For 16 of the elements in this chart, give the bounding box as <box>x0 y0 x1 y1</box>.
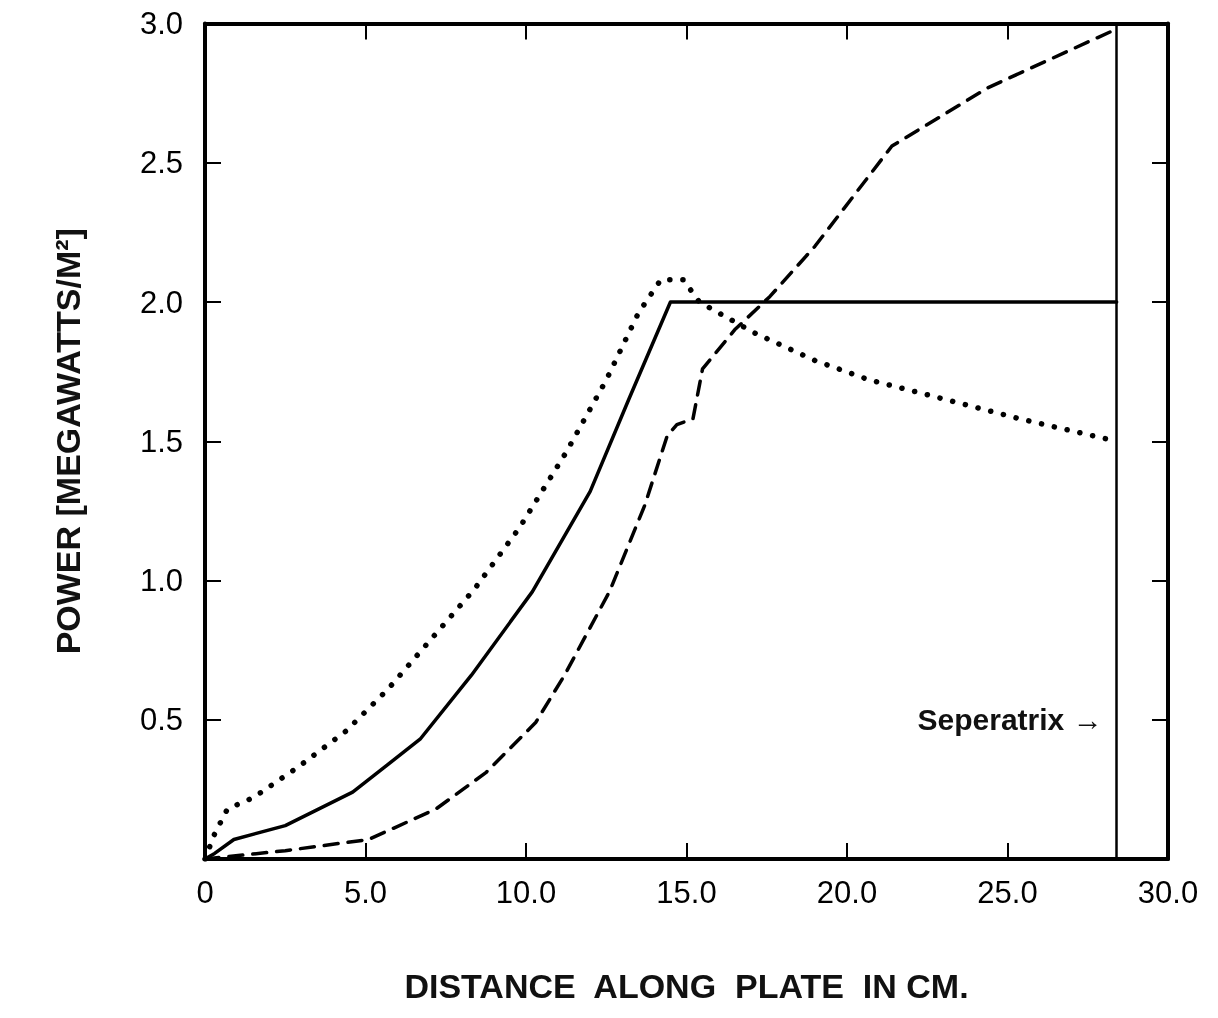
x-axis-title: DISTANCE ALONG PLATE IN CM. <box>404 967 969 1005</box>
x-tick-label: 15.0 <box>656 875 717 910</box>
y-axis-title: POWER [MEGAWATTS/M²] <box>49 228 87 655</box>
x-tick-label: 20.0 <box>816 875 878 910</box>
y-tick-label: 3.0 <box>139 6 183 41</box>
y-tick-label: 1.5 <box>139 423 183 459</box>
x-tick-label: 5.0 <box>343 875 388 910</box>
x-tick-label: 10.0 <box>495 875 557 910</box>
y-tick-label: 1.0 <box>139 563 183 598</box>
x-tick-label: 30.0 <box>1137 875 1199 910</box>
y-tick-label: 2.0 <box>139 284 183 320</box>
y-tick-label: 0.5 <box>139 702 183 738</box>
x-tick-label: 0 <box>196 875 214 910</box>
annotation: Seperatrix → <box>917 703 1103 737</box>
x-tick-label: 25.0 <box>977 875 1038 910</box>
y-tick-label: 2.5 <box>139 145 183 181</box>
